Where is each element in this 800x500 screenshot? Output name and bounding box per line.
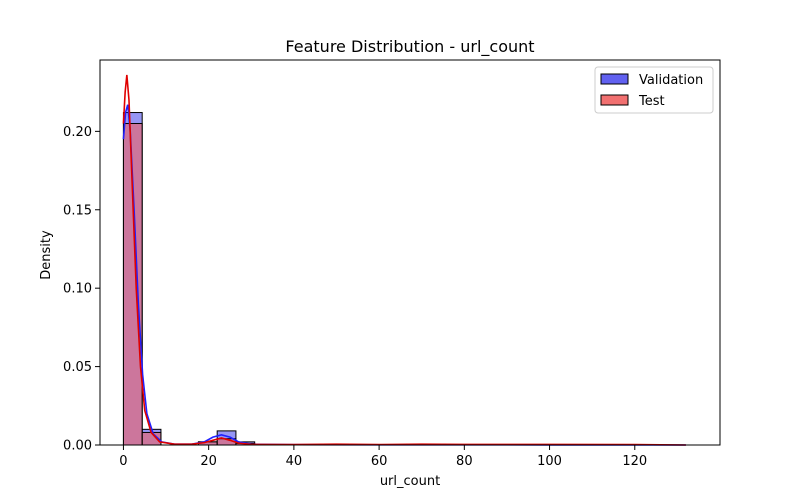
- axes: 0 20 40 60 80 100 120 0.00 0.05 0.10 0.15 0.20: [63, 59, 721, 469]
- y-tick-label: 0.10: [63, 282, 92, 297]
- chart-title: Feature Distribution - url_count: [285, 37, 534, 57]
- legend: Validation Test: [594, 66, 714, 114]
- x-tick-label: 80: [456, 454, 473, 469]
- legend-label-validation: Validation: [639, 73, 703, 88]
- x-tick-label: 60: [371, 454, 388, 469]
- y-axis-label: Density: [39, 230, 54, 280]
- kde-line-validation: [122, 104, 686, 446]
- y-tick-label: 0.15: [63, 203, 92, 218]
- x-tick-label: 0: [119, 454, 127, 469]
- legend-swatch-test: [600, 94, 629, 106]
- plot-area: [122, 74, 686, 446]
- y-tick-label: 0.20: [63, 125, 92, 140]
- x-tick-label: 100: [537, 454, 562, 469]
- y-tick-label: 0.00: [63, 439, 92, 454]
- x-axis-label: url_count: [380, 474, 440, 489]
- x-tick-label: 20: [200, 454, 217, 469]
- x-tick-label: 120: [622, 454, 647, 469]
- legend-label-test: Test: [638, 94, 665, 109]
- plot-frame: [99, 59, 721, 446]
- legend-swatch-validation: [600, 73, 629, 85]
- kde-line-test: [122, 74, 686, 446]
- x-tick-label: 40: [286, 454, 303, 469]
- y-tick-label: 0.05: [63, 360, 92, 375]
